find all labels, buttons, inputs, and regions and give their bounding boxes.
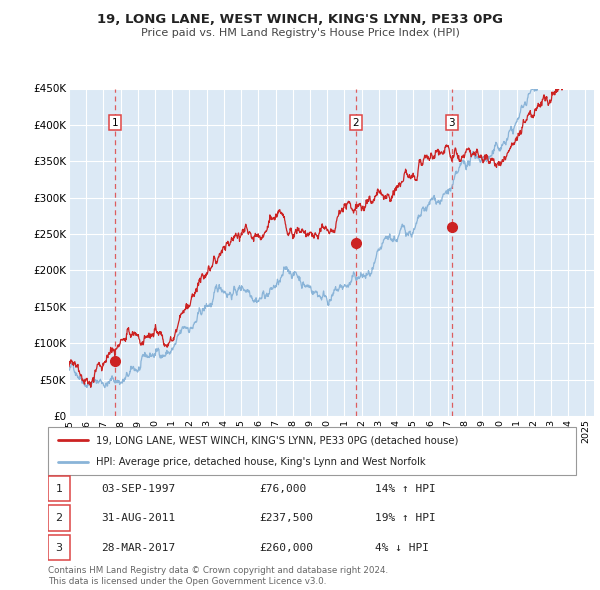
Text: 1: 1 (112, 118, 118, 128)
Text: 2: 2 (56, 513, 62, 523)
Text: 19% ↑ HPI: 19% ↑ HPI (376, 513, 436, 523)
FancyBboxPatch shape (48, 535, 70, 560)
Text: 3: 3 (448, 118, 455, 128)
Text: Price paid vs. HM Land Registry's House Price Index (HPI): Price paid vs. HM Land Registry's House … (140, 28, 460, 38)
FancyBboxPatch shape (48, 427, 576, 475)
Text: 28-MAR-2017: 28-MAR-2017 (101, 543, 175, 552)
Text: 19, LONG LANE, WEST WINCH, KING'S LYNN, PE33 0PG: 19, LONG LANE, WEST WINCH, KING'S LYNN, … (97, 13, 503, 26)
Text: 03-SEP-1997: 03-SEP-1997 (101, 484, 175, 493)
Text: 1: 1 (56, 484, 62, 493)
Text: 4% ↓ HPI: 4% ↓ HPI (376, 543, 430, 552)
Text: 14% ↑ HPI: 14% ↑ HPI (376, 484, 436, 493)
Text: 31-AUG-2011: 31-AUG-2011 (101, 513, 175, 523)
Text: £76,000: £76,000 (259, 484, 307, 493)
Text: HPI: Average price, detached house, King's Lynn and West Norfolk: HPI: Average price, detached house, King… (95, 457, 425, 467)
Text: 19, LONG LANE, WEST WINCH, KING'S LYNN, PE33 0PG (detached house): 19, LONG LANE, WEST WINCH, KING'S LYNN, … (95, 435, 458, 445)
Text: £237,500: £237,500 (259, 513, 313, 523)
FancyBboxPatch shape (48, 476, 70, 502)
FancyBboxPatch shape (48, 505, 70, 531)
Text: £260,000: £260,000 (259, 543, 313, 552)
Text: Contains HM Land Registry data © Crown copyright and database right 2024.
This d: Contains HM Land Registry data © Crown c… (48, 566, 388, 586)
Text: 3: 3 (56, 543, 62, 552)
Text: 2: 2 (352, 118, 359, 128)
